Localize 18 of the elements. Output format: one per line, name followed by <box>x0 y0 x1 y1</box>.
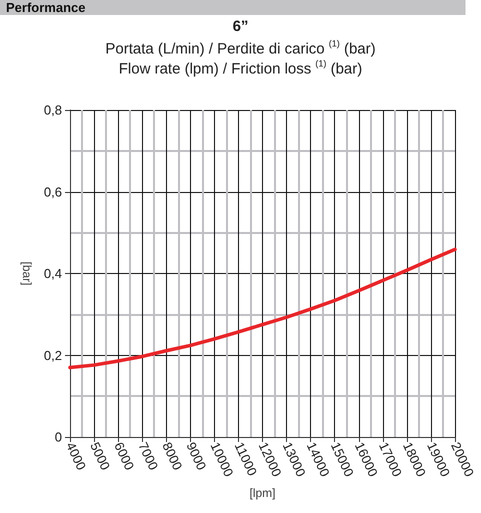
y-axis-title: [bar] <box>20 261 34 286</box>
line-series <box>68 248 457 370</box>
text: Performance <box>6 0 86 15</box>
x-tick-label: 8000 <box>159 440 186 472</box>
y-tick-label: 0,8 <box>44 102 62 118</box>
y-tick-label: 0,2 <box>44 348 62 363</box>
x-tick-label: 9000 <box>184 440 210 472</box>
text: Portata (L/min) / Perdite di carico (1) (bar) Flow rate (lpm) / Friction loss (1) (bar) <box>105 38 376 78</box>
y-tick-label: 0,4 <box>44 266 62 281</box>
x-tick-label: 5000 <box>87 440 114 472</box>
x-axis-title: [lpm] <box>249 486 276 500</box>
chart-title: 6” <box>232 18 248 35</box>
y-tick-label: 0,6 <box>44 184 62 200</box>
x-tick-label: 6000 <box>111 440 138 472</box>
x-tick-label: 18000 <box>400 440 429 479</box>
x-tick-label: 7000 <box>135 440 162 472</box>
y-tick-label: 0 <box>54 430 62 444</box>
x-tick-label: 4000 <box>63 440 90 472</box>
